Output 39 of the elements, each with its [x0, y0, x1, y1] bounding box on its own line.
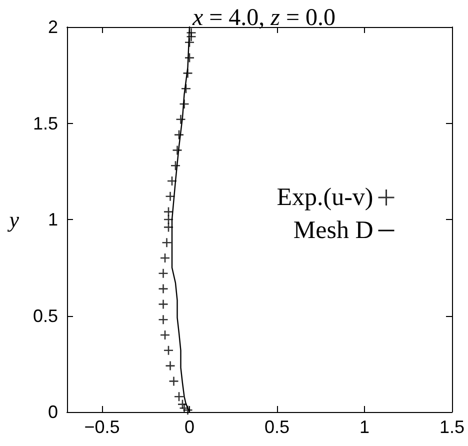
- point: [165, 360, 176, 371]
- point: [163, 222, 174, 232]
- y-tick-label: 0.5: [32, 306, 58, 326]
- chart-title: x = 4.0, z = 0.0: [191, 5, 336, 31]
- point: [172, 145, 182, 156]
- point: [160, 330, 170, 340]
- point: [168, 376, 179, 386]
- point: [180, 83, 192, 94]
- y-tick-label: 0: [48, 402, 58, 422]
- y-axis-title: y: [7, 207, 20, 232]
- legend-label: Mesh D: [293, 217, 374, 244]
- point: [163, 345, 174, 356]
- point: [176, 114, 186, 125]
- legend-label: Exp.(u-v): [276, 184, 374, 211]
- x-tick-label: −0.5: [84, 417, 120, 437]
- point: [162, 237, 172, 248]
- point: [170, 160, 181, 171]
- x-tick-label: 1: [359, 417, 370, 437]
- y-tick-label: 2: [48, 17, 58, 37]
- point: [174, 130, 184, 140]
- x-tick-label: 0.5: [264, 417, 290, 437]
- y-tick-label: 1: [48, 210, 58, 230]
- point: [163, 214, 174, 225]
- point: [182, 68, 193, 78]
- point: [158, 268, 168, 279]
- point: [184, 52, 195, 63]
- y-tick-label: 1.5: [32, 113, 58, 134]
- point: [158, 314, 168, 325]
- point: [165, 191, 176, 202]
- point: [166, 176, 178, 186]
- point: [160, 252, 170, 264]
- x-tick-label: 0: [184, 417, 195, 437]
- x-tick-label: 1.5: [439, 417, 465, 437]
- point: [158, 284, 168, 294]
- point: [179, 98, 190, 110]
- point: [163, 206, 174, 217]
- point: [184, 37, 195, 48]
- point: [158, 299, 168, 310]
- point: [174, 391, 184, 402]
